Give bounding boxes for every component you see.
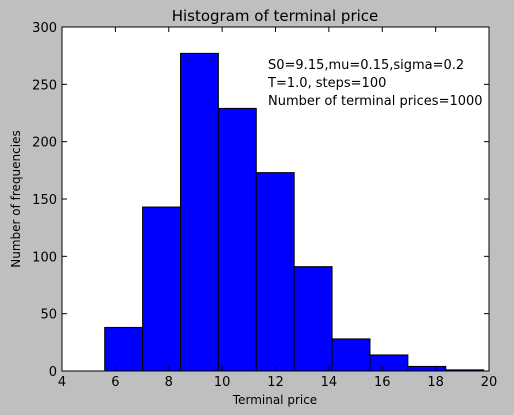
y-tick-label-2: 100 [32, 250, 57, 265]
y-tick-label-4: 200 [32, 136, 57, 151]
x-tick-label-2: 8 [165, 375, 173, 390]
histogram-bar-1 [142, 206, 181, 372]
plot-frame [61, 26, 490, 372]
histogram-bar-5 [293, 266, 333, 372]
x-tick-label-0: 4 [58, 375, 66, 390]
y-tick-label-6: 300 [32, 21, 57, 36]
x-tick-label-4: 12 [267, 375, 284, 390]
x-tick-label-1: 6 [111, 375, 119, 390]
x-tick-label-8: 20 [481, 375, 498, 390]
annotation-steps: T=1.0, steps=100 [267, 76, 386, 91]
annotations-group: S0=9.15,mu=0.15,sigma=0.2 T=1.0, steps=1… [267, 58, 483, 109]
y-tick-label-5: 250 [32, 78, 57, 93]
x-axis-label: Terminal price [232, 393, 317, 407]
bars-group [104, 52, 485, 372]
histogram-bar-2 [179, 52, 219, 372]
histogram-bar-4 [255, 172, 295, 372]
chart-title: Histogram of terminal price [172, 7, 379, 25]
histogram-bar-8 [407, 365, 447, 372]
x-tick-label-3: 10 [214, 375, 231, 390]
histogram-bar-7 [369, 354, 409, 372]
x-tick-label-7: 18 [427, 375, 444, 390]
histogram-bar-0 [104, 326, 144, 372]
annotation-count: Number of terminal prices=1000 [268, 94, 483, 109]
x-tick-label-5: 14 [321, 375, 338, 390]
y-tick-label-1: 50 [40, 308, 57, 323]
y-tick-label-3: 150 [32, 193, 57, 208]
histogram-bar-3 [217, 107, 257, 372]
histogram-bar-6 [331, 338, 371, 372]
annotation-params: S0=9.15,mu=0.15,sigma=0.2 [268, 58, 464, 73]
y-tick-label-0: 0 [49, 365, 57, 380]
x-tick-label-6: 16 [374, 375, 391, 390]
y-axis-label: Number of frequencies [9, 130, 23, 267]
